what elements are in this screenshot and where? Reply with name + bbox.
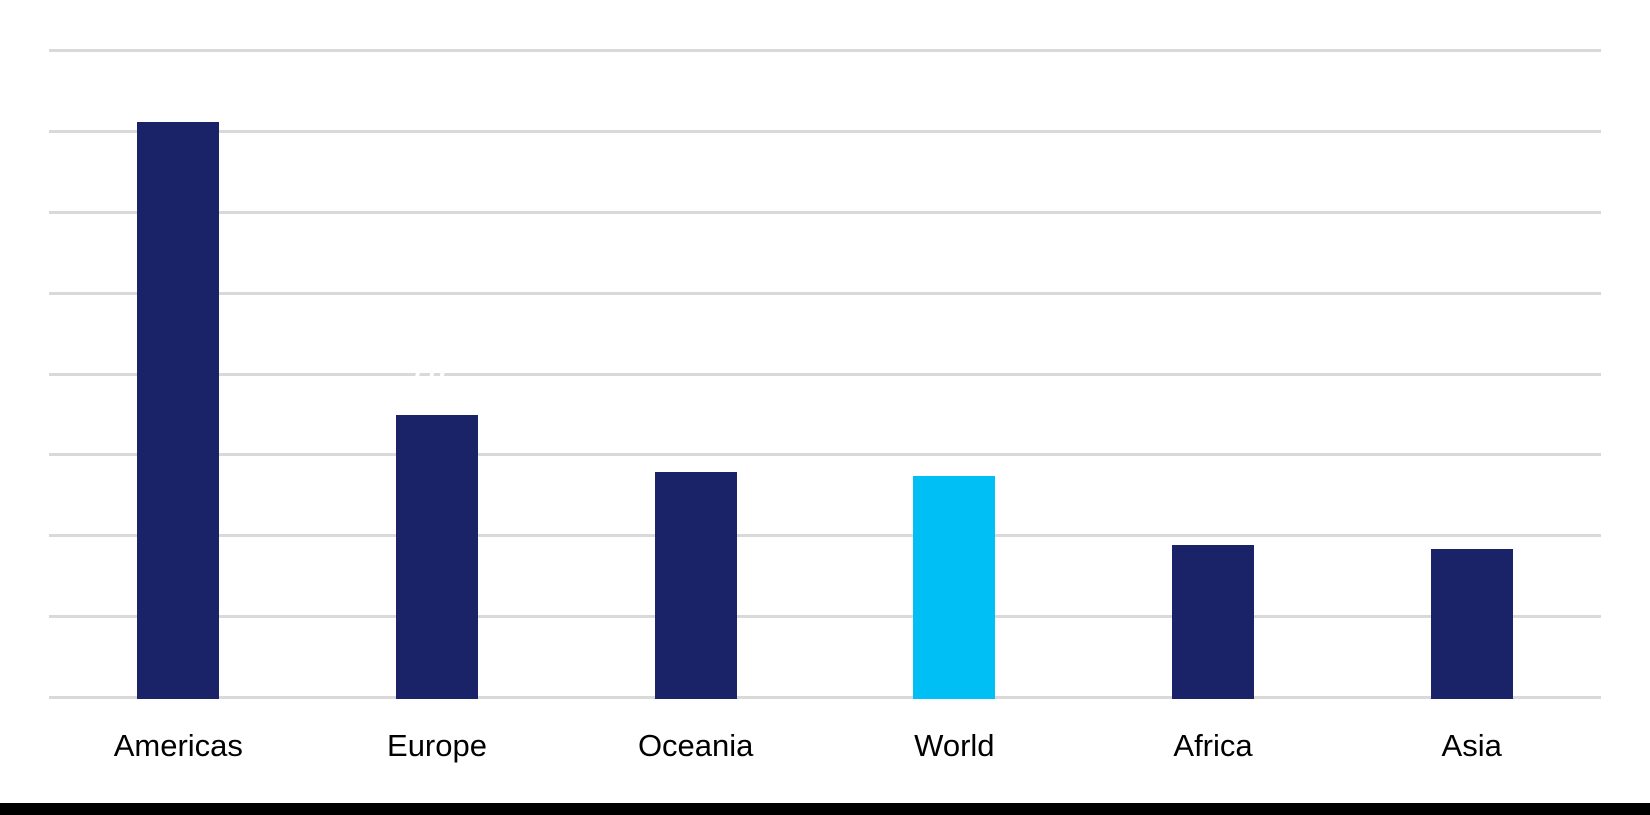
gridline: [49, 372, 1601, 376]
x-axis-label: Africa: [1173, 728, 1253, 763]
x-axis-label: Americas: [113, 728, 243, 763]
bar-oceania: [654, 472, 737, 699]
hidden-data-label: 7.7: [413, 352, 454, 382]
bar-asia: [1430, 549, 1513, 699]
gridline: [49, 210, 1601, 214]
bar-world: [913, 476, 996, 699]
bar-slot: [825, 49, 1084, 699]
bar-slot: [308, 49, 567, 699]
bar-slot: [49, 49, 308, 699]
gridline: [49, 453, 1601, 457]
x-axis-label: Oceania: [637, 728, 754, 763]
gridline: [49, 129, 1601, 133]
x-axis-label: World: [914, 728, 995, 763]
gridline: [49, 615, 1601, 619]
gridline: [49, 291, 1601, 295]
bar-slot: [1084, 49, 1343, 699]
gridline: [49, 49, 1601, 52]
bar-americas: [137, 122, 220, 699]
gridline: [49, 534, 1601, 538]
x-axis-label: Europe: [387, 728, 487, 763]
bar-slot: [1342, 49, 1601, 699]
gridline: [49, 696, 1601, 699]
bar-slot: [566, 49, 825, 699]
bar-series: [49, 49, 1601, 699]
bottom-black-bar: [0, 803, 1650, 815]
x-axis-labels: Americas Europe Oceania World Africa Asia: [49, 726, 1601, 766]
plot-area: 7.7: [49, 49, 1601, 699]
bar-africa: [1172, 545, 1255, 699]
x-axis-label: Asia: [1441, 728, 1502, 763]
bar-europe: [396, 415, 478, 699]
